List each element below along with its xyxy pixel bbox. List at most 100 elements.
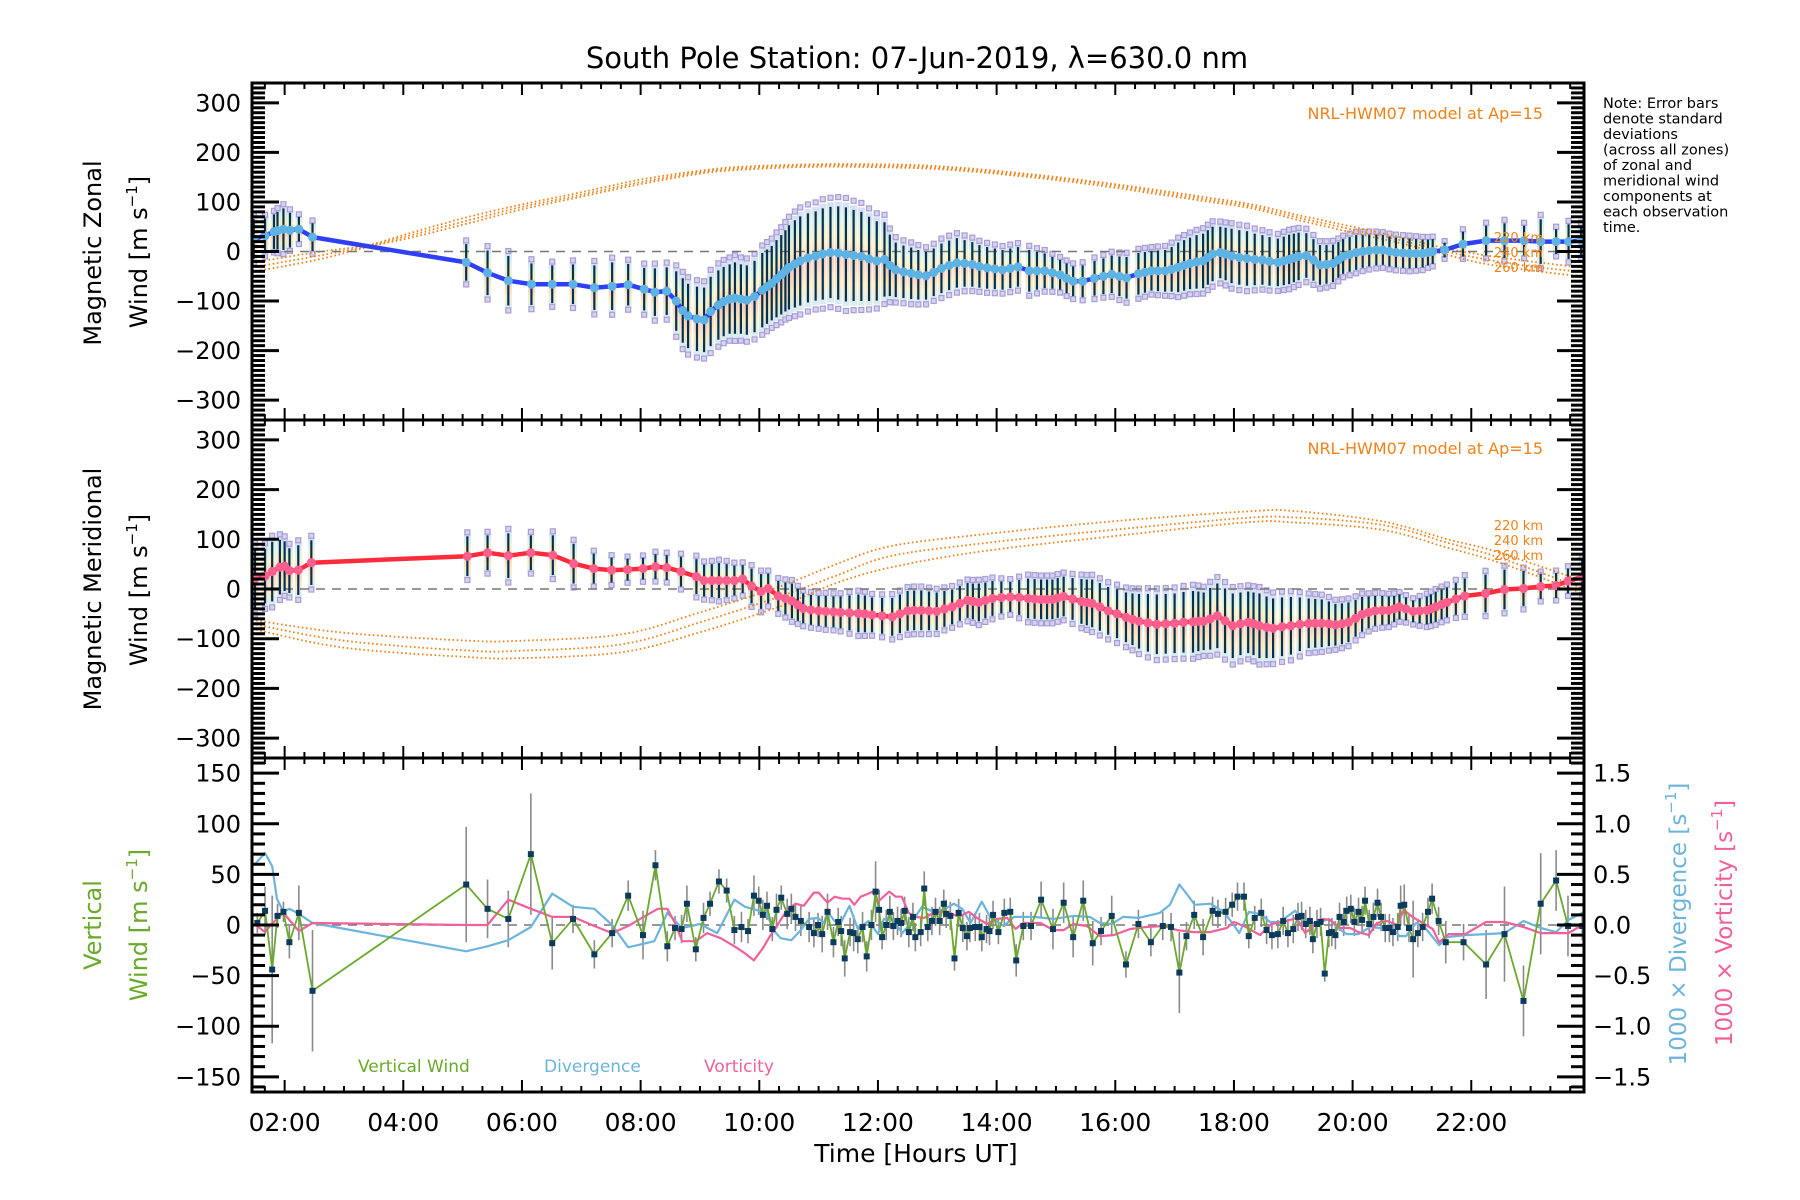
vertical-wind-point <box>806 924 813 931</box>
zonal-zone-marker <box>1056 253 1064 261</box>
meridional-model-curves <box>252 508 1584 660</box>
zonal-zone-marker <box>922 301 930 308</box>
vertical-y-ticks <box>252 761 1584 1089</box>
zonal-zone-marker <box>625 256 632 263</box>
zonal-zone-marker <box>827 194 834 201</box>
zonal-zone-marker <box>731 337 739 345</box>
vertical-wind-point <box>1520 997 1527 1004</box>
zonal-zone-marker <box>743 338 750 345</box>
meridional-zone-marker <box>1195 582 1202 589</box>
zonal-zone-marker <box>1553 253 1560 260</box>
zonal-zone-marker <box>693 277 701 284</box>
vertical-wind-point <box>824 908 831 915</box>
zonal-zone-marker <box>693 354 701 361</box>
vertical-wind-point <box>924 924 931 931</box>
zonal-zone-marker <box>938 235 945 242</box>
zonal-zone-marker <box>1148 291 1155 298</box>
legend-divergence: Divergence <box>544 1057 641 1077</box>
vertical-wind-point <box>1200 934 1207 941</box>
meridional-zone-marker <box>1069 620 1076 628</box>
vertical-wind-point <box>527 851 534 858</box>
zonal-zone-marker <box>707 349 714 357</box>
vertical-wind-point <box>755 897 762 904</box>
y-tick-label: −300 <box>175 725 241 753</box>
vertical-wind-point <box>1460 939 1467 946</box>
divergence-axis-bracket: ] <box>1666 783 1692 792</box>
note-line: each observation <box>1603 205 1728 221</box>
meridional-zone-marker <box>1270 660 1277 668</box>
meridional-mean-point <box>503 551 513 561</box>
zonal-zone-marker <box>1553 223 1560 230</box>
zonal-zone-marker <box>1091 254 1098 261</box>
zonal-mean-point <box>891 265 901 275</box>
zonal-mean-point <box>1564 237 1574 247</box>
meridional-zone-marker <box>975 576 982 583</box>
vertical-wind-point <box>936 917 943 924</box>
y-tick-label: −50 <box>190 962 241 990</box>
zonal-zone-marker <box>1419 233 1426 240</box>
zonal-mean-point <box>1146 266 1156 276</box>
zonal-zone-marker <box>528 256 535 263</box>
meridional-mean-point <box>895 609 905 619</box>
zonal-mean-point <box>1250 254 1260 264</box>
meridional-mean-point <box>996 592 1006 602</box>
zonal-mean-point <box>856 251 866 261</box>
zonal-zone-marker <box>1429 263 1436 270</box>
meridional-zone-marker <box>652 548 659 555</box>
meridional-zone-marker <box>1410 621 1417 628</box>
zonal-zone-marker <box>1236 287 1243 294</box>
zonal-zone-marker <box>1063 293 1070 300</box>
x-tick-label: 14:00 <box>961 1108 1033 1137</box>
meridional-ylabel-unit: Wind [m s <box>125 545 153 666</box>
meridional-zone-marker <box>830 590 837 597</box>
zonal-mean-point <box>1153 266 1163 276</box>
zonal-zone-marker <box>1014 287 1022 294</box>
vertical-wind-point <box>1378 913 1385 920</box>
zonal-zone-marker <box>1316 237 1324 245</box>
vertical-wind-point <box>972 924 979 931</box>
zonal-zone-marker <box>295 211 302 218</box>
vertical-wind-point <box>898 919 905 926</box>
vertical-wind-point <box>1370 913 1377 920</box>
meridional-zone-marker <box>570 584 577 591</box>
meridional-zone-marker <box>1043 620 1051 627</box>
zonal-zone-marker <box>463 281 470 288</box>
meridional-zone-marker <box>624 579 631 586</box>
meridional-zone-marker <box>1171 655 1178 663</box>
meridional-zone-marker <box>608 552 615 559</box>
note-line: meridional wind <box>1603 174 1719 190</box>
zonal-zone-marker <box>1154 243 1162 250</box>
zonal-zone-marker <box>1123 249 1130 256</box>
meridional-zone-marker <box>1024 619 1032 626</box>
meridional-zone-marker <box>652 578 659 585</box>
meridional-zone-marker <box>918 583 925 590</box>
meridional-zone-marker <box>765 567 772 574</box>
meridional-mean-point <box>650 562 660 572</box>
zonal-zone-marker <box>1100 251 1107 258</box>
meridional-zone-marker <box>1007 611 1014 618</box>
meridional-mean-point <box>1179 617 1189 627</box>
right-tick-label: −1.0 <box>1593 1013 1651 1041</box>
zonal-zone-marker <box>274 204 281 212</box>
meridional-y-ticks <box>252 423 1584 755</box>
zonal-zone-marker <box>858 306 865 314</box>
zonal-zone-marker <box>295 240 302 248</box>
vertical-wind-point <box>978 934 985 941</box>
meridional-zone-marker <box>1564 563 1572 570</box>
meridional-zone-marker <box>1564 592 1572 600</box>
x-tick-label: 04:00 <box>367 1108 439 1137</box>
vertical-wind-point <box>1080 897 1087 904</box>
zonal-zone-marker <box>1406 268 1413 275</box>
meridional-mean-point <box>1442 597 1452 607</box>
vertical-wind-point <box>1222 908 1229 915</box>
zonal-zone-marker <box>1070 260 1077 267</box>
meridional-zone-marker <box>549 575 556 583</box>
y-tick-label: 100 <box>195 188 241 216</box>
zonal-mean-point <box>650 287 660 297</box>
meridional-zone-marker <box>1038 620 1045 627</box>
meridional-mean-point <box>1536 582 1546 592</box>
meridional-zone-marker <box>739 559 746 566</box>
zonal-zone-marker <box>938 294 945 302</box>
zonal-zone-marker <box>1116 249 1123 256</box>
zonal-mean-point <box>1005 263 1015 273</box>
